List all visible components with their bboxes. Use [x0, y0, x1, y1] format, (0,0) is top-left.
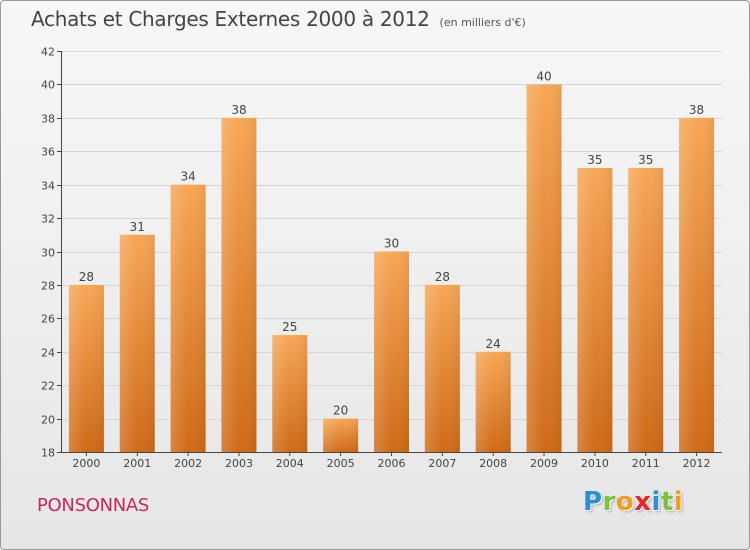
bar-value-label: 28 — [435, 270, 450, 284]
y-tick-label: 20 — [41, 414, 55, 427]
bar-value-label: 28 — [79, 270, 94, 284]
axes: 18 20 22 24 26 28 30 32 34 36 38 40 42 2000 2001 2002 20… — [41, 46, 722, 470]
bar-shine — [679, 117, 715, 452]
bar-value-label: 20 — [333, 404, 348, 418]
y-tick-label: 30 — [41, 247, 55, 260]
bar-value-label: 38 — [231, 103, 246, 117]
y-tick-label: 24 — [41, 347, 55, 360]
bar-shine — [119, 234, 155, 452]
bar-shine — [475, 351, 511, 452]
x-tick-label: 2000 — [72, 457, 100, 470]
y-tick-label: 26 — [41, 313, 55, 326]
logo-letter: o — [615, 487, 635, 517]
bar-shine — [221, 117, 257, 452]
bar-shine — [577, 167, 613, 453]
logo-letter: i — [651, 487, 661, 517]
bar-value-label: 35 — [587, 153, 602, 167]
bar-value-label: 25 — [282, 320, 297, 334]
y-tick-label: 18 — [41, 447, 55, 460]
bar-shine — [272, 335, 308, 452]
bar-shine — [170, 184, 206, 452]
y-tick-label: 42 — [41, 46, 55, 59]
bars: 28 31 34 38 25 20 30 28 24 40 35 35 38 — [68, 69, 715, 453]
bar-value-label: 30 — [384, 237, 399, 251]
chart-title: Achats et Charges Externes 2000 à 2012 (e… — [31, 7, 526, 31]
bar-value-label: 35 — [638, 153, 653, 167]
y-tick-label: 22 — [41, 380, 55, 393]
x-tick-label: 2010 — [581, 457, 609, 470]
y-tick-label: 40 — [41, 79, 55, 92]
y-tick-label: 34 — [41, 180, 55, 193]
chart-unit: (en milliers d'€) — [439, 16, 526, 29]
bar-value-label: 34 — [180, 170, 195, 184]
logo-letter: t — [660, 487, 674, 517]
x-tick-label: 2002 — [174, 457, 202, 470]
x-tick-label: 2007 — [428, 457, 456, 470]
y-tick-label: 36 — [41, 146, 55, 159]
bar-value-label: 24 — [486, 337, 501, 351]
chart-title-text: Achats et Charges Externes 2000 à 2012 — [31, 7, 430, 31]
logo-letter: P — [583, 487, 603, 517]
y-tick-label: 32 — [41, 213, 55, 226]
bar-value-label: 40 — [536, 69, 551, 83]
proxiti-logo[interactable]: Proxiti — [583, 487, 683, 517]
city-name: PONSONNAS — [37, 495, 150, 516]
x-tick-label: 2012 — [683, 457, 711, 470]
bar-shine — [323, 418, 359, 452]
logo-letter: i — [673, 487, 684, 517]
bar-shine — [374, 251, 409, 452]
x-tick-label: 2008 — [479, 457, 507, 470]
bar-shine — [68, 284, 104, 452]
x-tick-label: 2004 — [276, 457, 304, 470]
x-tick-label: 2003 — [225, 457, 253, 470]
x-tick-label: 2006 — [378, 457, 406, 470]
x-tick-label: 2011 — [632, 457, 660, 470]
bar-shine — [424, 284, 460, 452]
x-tick-label: 2005 — [327, 457, 355, 470]
y-tick-label: 38 — [41, 113, 55, 126]
y-tick-label: 28 — [41, 280, 55, 293]
bar-value-label: 31 — [130, 220, 145, 234]
x-tick-label: 2001 — [123, 457, 151, 470]
bar-shine — [526, 84, 562, 453]
logo-letter: x — [634, 487, 652, 517]
logo-letter: r — [602, 487, 616, 517]
bar-value-label: 38 — [689, 103, 704, 117]
bar-shine — [628, 167, 664, 453]
x-tick-label: 2009 — [530, 457, 558, 470]
